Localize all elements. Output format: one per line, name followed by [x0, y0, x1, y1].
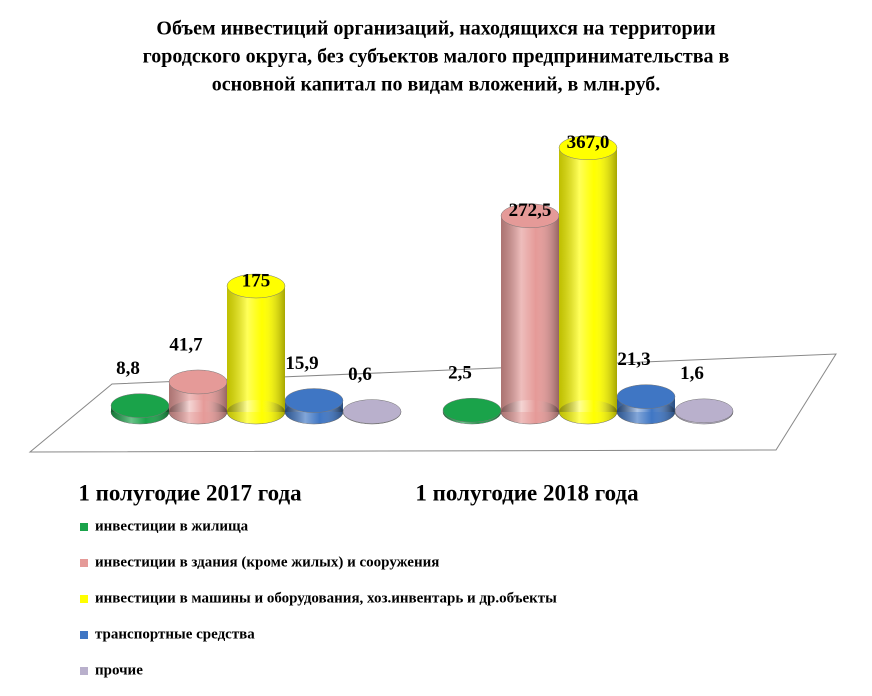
- legend-swatch: [80, 559, 88, 567]
- bar-shade: [559, 147, 617, 412]
- data-label: 2,5: [448, 363, 472, 384]
- floor: [28, 353, 837, 453]
- data-label: 367,0: [567, 132, 610, 153]
- data-label: 272,5: [509, 200, 552, 221]
- bar-top: [168, 369, 228, 395]
- legend-swatch: [80, 631, 88, 639]
- bar-top: [284, 388, 344, 413]
- legend-label: транспортные средства: [95, 626, 255, 642]
- bar-base-shade: [559, 400, 617, 424]
- chart-subtitle: городского округа, без субъектов малого …: [143, 46, 730, 68]
- data-label: 41,7: [169, 334, 203, 355]
- legend-swatch: [80, 595, 88, 603]
- data-label: 15,9: [285, 353, 318, 374]
- bar-shade: [227, 286, 285, 412]
- legend-label: прочие: [95, 662, 143, 678]
- legend-label: инвестиции в здания (кроме жилых) и соор…: [95, 554, 439, 570]
- data-label: 1,6: [680, 363, 704, 384]
- legend-label: инвестиции в машины и оборудования, хоз.…: [95, 590, 557, 606]
- x-tick-label: 1 полугодие 2017 года: [78, 480, 302, 505]
- chart-subtitle: основной капитал по видам вложений, в мл…: [212, 74, 661, 96]
- legend-label: инвестиции в жилища: [95, 518, 249, 534]
- data-label: 175: [242, 270, 271, 291]
- bar-top: [442, 397, 502, 423]
- legend-swatch: [80, 667, 88, 675]
- bar-top: [674, 398, 734, 424]
- bar-top: [226, 273, 286, 299]
- data-label: 21,3: [617, 349, 650, 370]
- data-label: 0,6: [348, 364, 372, 385]
- bar-base-shade: [227, 400, 285, 424]
- bar-top: [342, 399, 402, 424]
- bar-shade: [501, 215, 559, 412]
- bar-base-shade: [501, 400, 559, 424]
- bar-top: [558, 135, 618, 161]
- legend-swatch: [80, 523, 88, 531]
- bar-top: [110, 393, 170, 418]
- bar-base-shade: [169, 400, 227, 424]
- x-tick-label: 1 полугодие 2018 года: [415, 480, 639, 505]
- chart-title: Объем инвестиций организаций, находящихс…: [156, 18, 715, 40]
- bar-top: [616, 384, 676, 409]
- data-label: 8,8: [116, 358, 140, 379]
